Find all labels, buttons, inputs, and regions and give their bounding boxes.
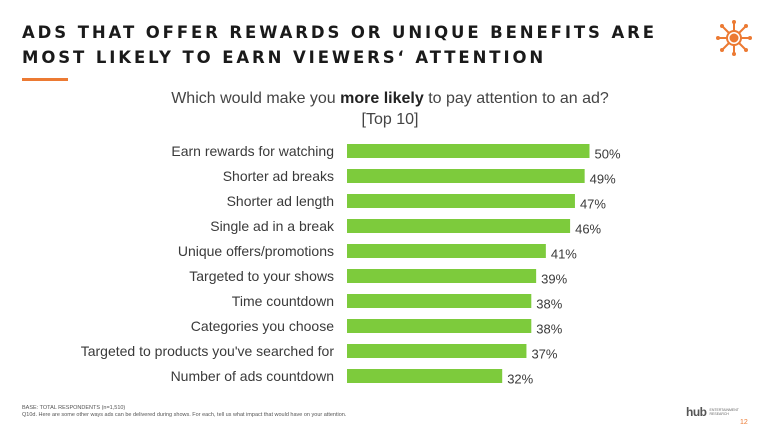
data-label: 41% <box>551 247 577 262</box>
question-emphasis: more likely <box>340 90 424 107</box>
question-note: Q10d. Here are some other ways ads can b… <box>22 412 347 418</box>
brand-tagline: ENTERTAINMENT RESEARCH <box>709 408 739 416</box>
bar <box>347 294 532 308</box>
hub-sunburst-logo-icon <box>716 20 752 56</box>
category-label: Shorter ad breaks <box>223 168 334 184</box>
category-label: Targeted to your shows <box>189 268 334 284</box>
bar <box>347 194 575 208</box>
category-label: Categories you choose <box>191 318 334 334</box>
data-label: 49% <box>590 172 616 187</box>
footnotes: BASE: TOTAL RESPONDENTS (n=1,510) Q10d. … <box>22 405 346 419</box>
data-label: 39% <box>541 272 567 287</box>
bar <box>347 219 571 233</box>
page-number: 12 <box>740 419 748 426</box>
data-label: 47% <box>580 197 606 212</box>
question-line: Which would make you more likely to pay … <box>120 88 660 109</box>
data-label: 32% <box>507 372 533 387</box>
data-label: 38% <box>536 297 562 312</box>
category-label: Time countdown <box>232 293 334 309</box>
category-label: Number of ads countdown <box>171 368 334 384</box>
data-label: 38% <box>536 322 562 337</box>
brand-name: hub <box>686 405 707 419</box>
category-label: Single ad in a break <box>210 218 335 234</box>
category-label: Unique offers/promotions <box>178 243 334 259</box>
category-label: Shorter ad length <box>227 193 334 209</box>
question-after: to pay attention to an ad? <box>423 90 609 107</box>
bar <box>347 369 503 383</box>
bar <box>347 144 590 158</box>
question-qualifier: [Top 10] <box>361 111 419 128</box>
category-label: Earn rewards for watching <box>171 143 334 159</box>
brand-logo: hub ENTERTAINMENT RESEARCH <box>686 405 739 419</box>
page-title: ADS THAT OFFER REWARDS OR UNIQUE BENEFIT… <box>22 23 657 67</box>
title-underline <box>22 78 68 81</box>
bar <box>347 319 532 333</box>
bar <box>347 344 527 358</box>
chart-question: Which would make you more likely to pay … <box>120 88 660 130</box>
data-label: 50% <box>595 147 621 162</box>
bar <box>347 169 585 183</box>
bar-chart: Earn rewards for watching 50% Shorter ad b… <box>81 143 621 387</box>
data-label: 46% <box>575 222 601 237</box>
question-before: Which would make you <box>171 90 341 107</box>
bar <box>347 244 546 258</box>
data-label: 37% <box>531 347 557 362</box>
bar <box>347 269 537 283</box>
category-label: Targeted to products you've searched for <box>81 343 335 359</box>
base-note: BASE: TOTAL RESPONDENTS (n=1,510) <box>22 405 126 411</box>
